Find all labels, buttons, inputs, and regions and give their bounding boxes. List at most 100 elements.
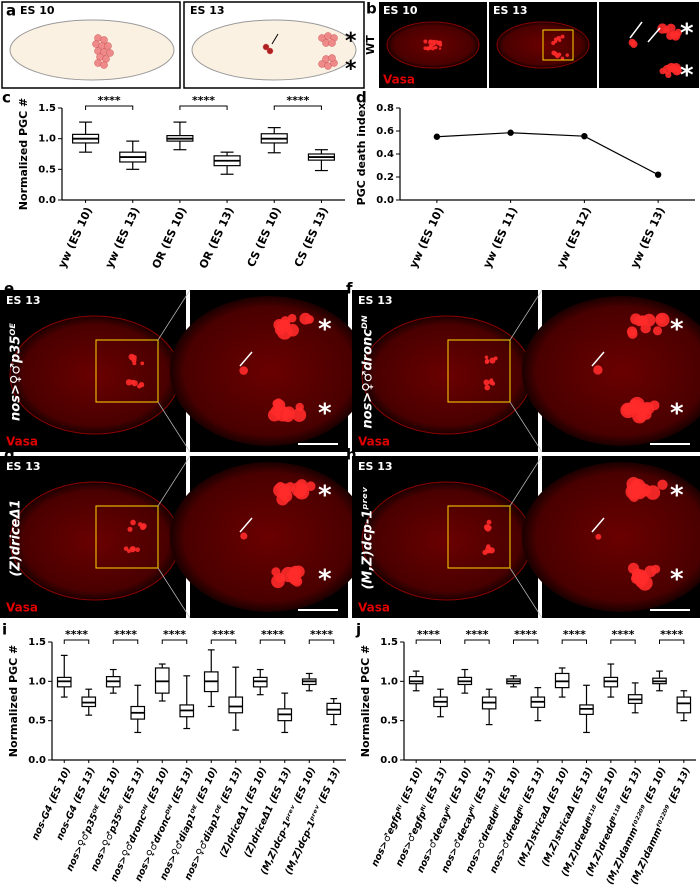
x-tick-label: OR (ES 10) <box>150 205 190 271</box>
box <box>408 676 424 685</box>
cell <box>484 359 490 365</box>
significance-bracket <box>210 639 237 644</box>
point <box>507 129 514 136</box>
cell <box>438 47 442 50</box>
stage-label: ES 13 <box>358 460 393 473</box>
stain-label: Vasa <box>383 73 415 87</box>
cell <box>279 489 293 503</box>
cell <box>239 366 249 375</box>
cell <box>438 43 443 47</box>
y-tick-label: 0.6 <box>376 126 394 137</box>
significance-label: **** <box>465 628 488 641</box>
y-tick-label: 1.5 <box>38 103 56 114</box>
cell <box>429 39 434 43</box>
panel-label: f <box>346 280 353 298</box>
x-tick-label: CS (ES 13) <box>292 205 331 269</box>
panel-label: i <box>2 621 7 639</box>
significance-bracket <box>415 639 441 644</box>
cell <box>554 39 558 43</box>
significance-bracket <box>161 639 188 644</box>
cell <box>292 408 307 422</box>
asterisk: * <box>318 315 332 345</box>
cell <box>662 26 670 34</box>
inset-box <box>447 505 511 569</box>
significance-bracket <box>308 639 335 644</box>
asterisk: * <box>670 315 684 345</box>
embryo <box>522 462 700 612</box>
y-tick-label: 0.5 <box>380 716 398 727</box>
y-axis-label: Normalized PGC # <box>359 645 372 757</box>
cell <box>423 39 428 44</box>
cell <box>426 46 431 51</box>
embryo <box>9 19 175 81</box>
stage-label: ES 13 <box>6 460 41 473</box>
y-tick-label: 0.0 <box>376 195 394 206</box>
y-tick-label: 0.0 <box>28 755 46 766</box>
cell <box>482 549 488 556</box>
cell <box>433 46 437 50</box>
genotype: nos>♀♂p35ᴼᴱ <box>9 323 24 421</box>
cell <box>628 38 636 47</box>
significance-label: **** <box>192 94 215 107</box>
significance-label: **** <box>563 628 586 641</box>
inset-box <box>95 505 159 569</box>
zoom-line <box>509 289 543 341</box>
asterisk: * <box>318 481 332 511</box>
significance-bracket <box>659 639 685 644</box>
y-tick-label: 1.0 <box>380 676 398 687</box>
cell <box>626 476 641 492</box>
y-tick-label: 1.5 <box>28 637 46 648</box>
embryo <box>361 315 533 435</box>
box <box>228 696 244 714</box>
box <box>676 696 692 714</box>
cell <box>486 519 492 525</box>
cell <box>127 526 133 532</box>
y-tick-label: 0.5 <box>28 716 46 727</box>
arrow <box>629 21 643 39</box>
zoom-line <box>509 455 543 507</box>
cell <box>595 533 602 540</box>
panel-label: g <box>4 446 15 464</box>
y-tick-label: 1.5 <box>380 637 398 648</box>
cell <box>299 312 312 325</box>
significance-label: **** <box>212 628 235 641</box>
significance-label: **** <box>514 628 537 641</box>
cell <box>305 481 316 492</box>
x-tick-label: OR (ES 13) <box>197 205 237 271</box>
genotype: (M,Z)dcp-1ᵖʳᵉᵛ <box>361 486 376 589</box>
cell <box>484 525 492 532</box>
significance-label: **** <box>261 628 284 641</box>
significance-label: **** <box>660 628 683 641</box>
x-tick-label: yw (ES 11) <box>480 205 520 270</box>
x-tick-label: yw (ES 13) <box>103 205 143 270</box>
cell <box>296 479 308 491</box>
cell <box>280 316 291 327</box>
arrow <box>271 33 279 45</box>
y-tick-label: 1.0 <box>28 676 46 687</box>
stage-label: ES 13 <box>190 4 225 17</box>
stage-label: ES 10 <box>383 4 418 17</box>
stage-label: ES 10 <box>20 4 55 17</box>
significance-bracket <box>464 639 490 644</box>
arrow <box>239 351 253 367</box>
cell <box>137 384 142 389</box>
asterisk: * <box>318 565 332 595</box>
significance-bracket <box>85 105 134 110</box>
significance-label: **** <box>163 628 186 641</box>
asterisk: * <box>670 565 684 595</box>
cell <box>557 52 562 57</box>
significance-label: **** <box>65 628 88 641</box>
zoom-line <box>157 401 191 453</box>
cell <box>270 405 282 417</box>
zoom-line <box>157 567 191 619</box>
embryo <box>9 315 181 435</box>
significance-bracket <box>273 105 322 110</box>
stage-label: ES 13 <box>6 294 41 307</box>
stain-label: Vasa <box>6 601 38 615</box>
panel-label: h <box>346 446 357 464</box>
zoom-line <box>509 401 543 453</box>
asterisk: * <box>345 29 357 54</box>
genotype: (Z)driceΔ1 <box>9 499 24 576</box>
panel-label: b <box>366 0 377 18</box>
